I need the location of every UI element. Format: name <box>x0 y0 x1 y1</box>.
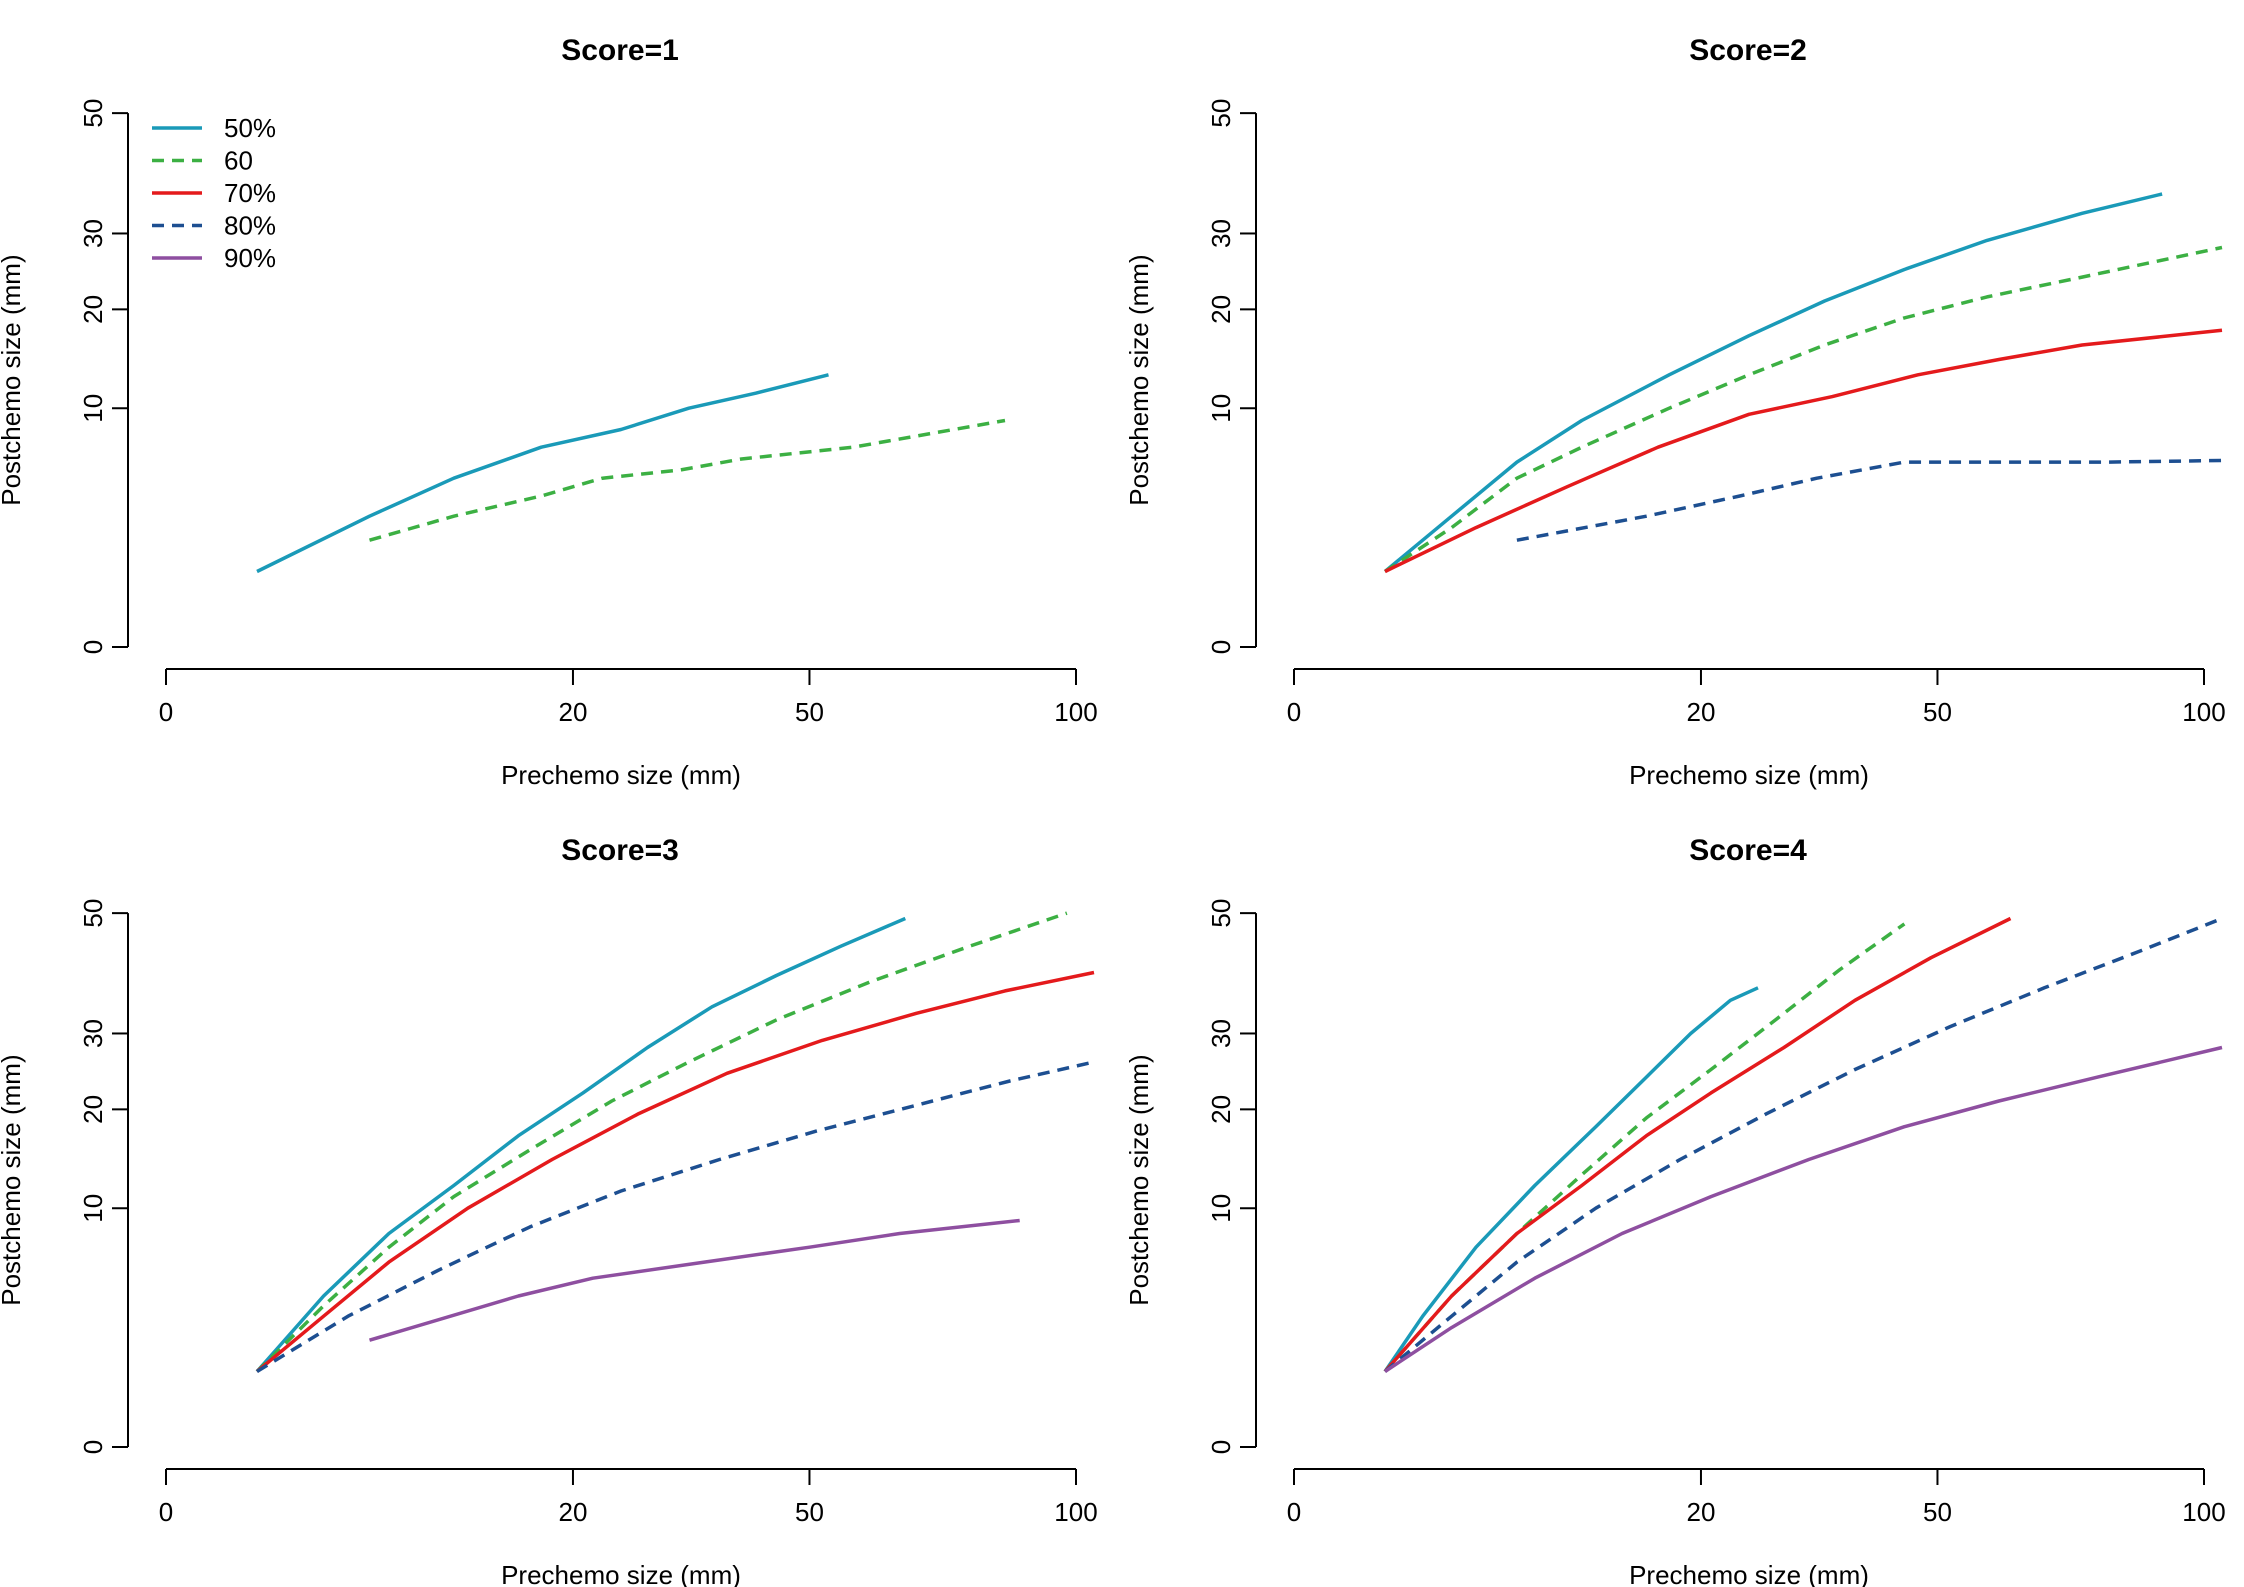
y-tick-label: 20 <box>1206 295 1236 324</box>
panel-3: Score=3 0 10 20 30 50 Postchemo size (mm) 0 20 50… <box>0 834 1098 1587</box>
series-line-60 <box>369 418 1006 542</box>
y-axis-label: Postchemo size (mm) <box>1124 1054 1154 1305</box>
legend-label: 50% <box>224 113 276 143</box>
y-tick-label: 20 <box>78 295 108 324</box>
series-line-90pct <box>1384 1045 2223 1373</box>
panel-4: Score=4 0 10 20 30 50 Postchemo size (mm) 0 20 50… <box>1124 834 2226 1587</box>
x-tick-label: 20 <box>1687 1497 1716 1527</box>
series-line-50pct <box>1383 986 1759 1373</box>
legend-label: 70% <box>224 178 276 208</box>
y-tick-label: 0 <box>1206 1440 1236 1454</box>
y-tick-label: 20 <box>78 1095 108 1124</box>
legend-label: 90% <box>224 243 276 273</box>
y-tick-label: 30 <box>78 219 108 248</box>
series-line-60 <box>1384 245 2223 573</box>
panel-1: Score=1 0 10 20 30 50 Postchemo size (mm) 0 20 50… <box>0 34 1098 790</box>
y-tick-label: 0 <box>78 1440 108 1454</box>
y-tick-label: 50 <box>78 899 108 928</box>
series-line-80pct <box>256 1060 1095 1373</box>
y-tick-label: 50 <box>78 99 108 128</box>
y-axis-label: Postchemo size (mm) <box>1124 254 1154 505</box>
y-tick-label: 50 <box>1206 899 1236 928</box>
series-line-60 <box>1383 922 1906 1373</box>
y-tick-label: 10 <box>78 394 108 423</box>
x-tick-label: 50 <box>795 1497 824 1527</box>
x-tick-label: 20 <box>559 697 588 727</box>
y-axis-label: Postchemo size (mm) <box>0 254 26 505</box>
y-axis-label: Postchemo size (mm) <box>0 1054 26 1305</box>
x-tick-label: 50 <box>1923 1497 1952 1527</box>
series-line-90pct <box>369 1218 1020 1342</box>
x-axis-label: Prechemo size (mm) <box>1629 1560 1869 1587</box>
x-tick-label: 100 <box>1054 1497 1097 1527</box>
x-tick-label: 100 <box>2182 1497 2225 1527</box>
y-tick-label: 30 <box>1206 1019 1236 1048</box>
x-tick-label: 0 <box>1287 1497 1301 1527</box>
x-tick-label: 50 <box>795 697 824 727</box>
x-tick-label: 0 <box>159 697 173 727</box>
y-tick-label: 20 <box>1206 1095 1236 1124</box>
x-axis-label: Prechemo size (mm) <box>501 1560 741 1587</box>
y-tick-label: 0 <box>1206 640 1236 654</box>
series-line-50pct <box>256 373 829 574</box>
x-axis-label: Prechemo size (mm) <box>501 760 741 790</box>
panel-2: Score=2 0 10 20 30 50 Postchemo size (mm) 0 20 50… <box>1124 34 2226 790</box>
series-line-70pct <box>1384 328 2223 574</box>
chart-title: Score=3 <box>561 834 679 867</box>
chart-title: Score=4 <box>1689 834 1807 867</box>
x-tick-label: 50 <box>1923 697 1952 727</box>
series-line-70pct <box>1383 916 2012 1373</box>
chart-title: Score=2 <box>1689 34 1807 67</box>
y-tick-label: 0 <box>78 640 108 654</box>
x-tick-label: 20 <box>559 1497 588 1527</box>
series-line-70pct <box>255 970 1095 1373</box>
x-axis-label: Prechemo size (mm) <box>1629 760 1869 790</box>
y-tick-label: 10 <box>1206 394 1236 423</box>
series-line-80pct <box>1516 458 2223 542</box>
legend-label: 80% <box>224 211 276 241</box>
legend-label: 60 <box>224 146 253 176</box>
y-tick-label: 30 <box>1206 219 1236 248</box>
series-line-80pct <box>1383 916 2223 1373</box>
y-tick-label: 10 <box>1206 1194 1236 1223</box>
x-tick-label: 0 <box>1287 697 1301 727</box>
y-tick-label: 30 <box>78 1019 108 1048</box>
x-tick-label: 100 <box>1054 697 1097 727</box>
x-tick-label: 20 <box>1687 697 1716 727</box>
series-line-60 <box>255 911 1068 1373</box>
y-tick-label: 10 <box>78 1194 108 1223</box>
chart-title: Score=1 <box>561 34 679 67</box>
x-tick-label: 100 <box>2182 697 2225 727</box>
series-line-50pct <box>1383 192 2163 573</box>
series-line-50pct <box>255 916 906 1373</box>
y-tick-label: 50 <box>1206 99 1236 128</box>
x-tick-label: 0 <box>159 1497 173 1527</box>
